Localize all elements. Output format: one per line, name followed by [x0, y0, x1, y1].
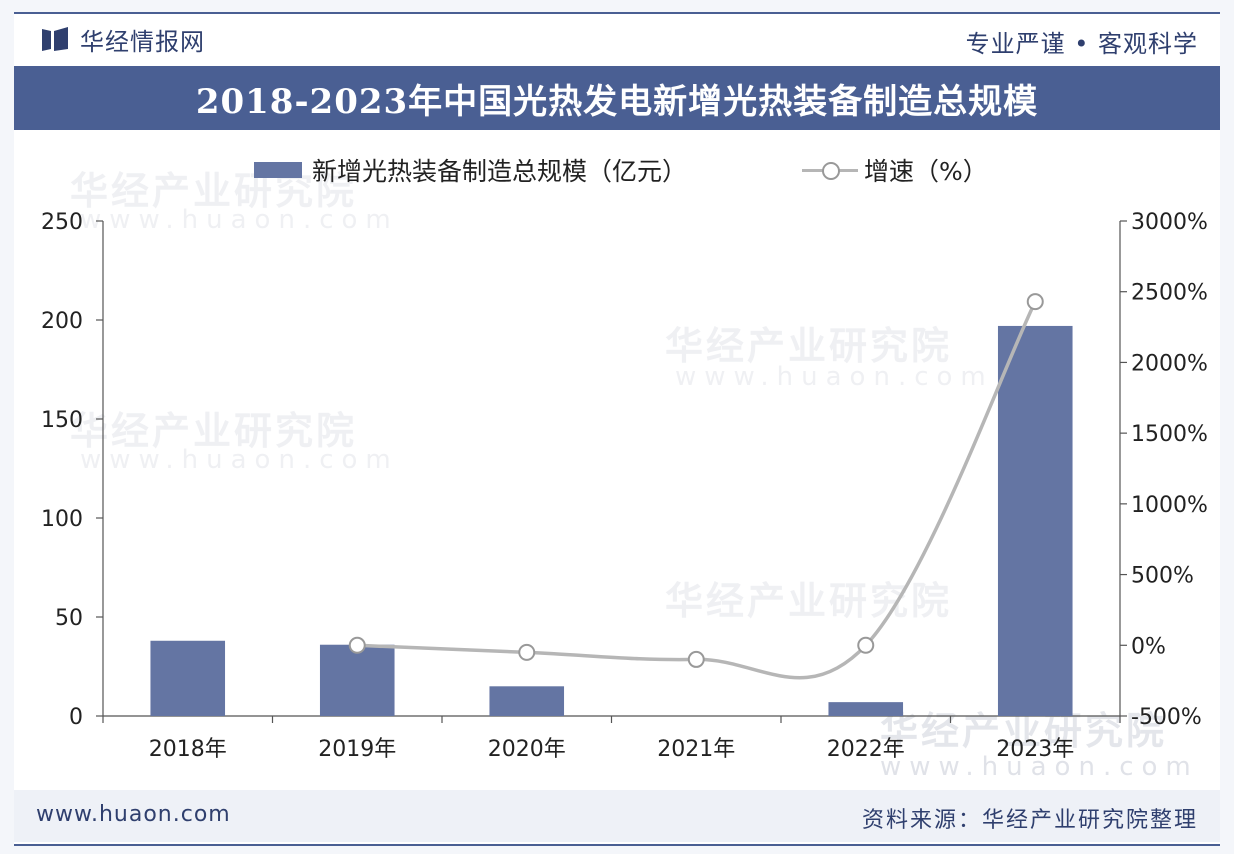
watermark-text: 华经产业研究院: [70, 169, 358, 213]
watermark-text: 华经产业研究院: [70, 409, 358, 453]
legend-line-swatch: [802, 160, 858, 180]
y-right-tick-label: 3000%: [1131, 210, 1208, 235]
watermark-text: 华经产业研究院: [665, 324, 953, 368]
slogan: 专业严谨 • 客观科学: [965, 30, 1198, 58]
y-right-tick-label: 0%: [1131, 634, 1166, 659]
y-right-tick-label: 500%: [1131, 564, 1194, 589]
chart-legend: 新增光热装备制造总规模（亿元） 增速（%）: [0, 152, 1234, 188]
growth-point: [857, 636, 875, 654]
bar-2022年: [828, 702, 904, 716]
y-right-tick-label: 2500%: [1131, 281, 1208, 306]
watermark-url: www.huaon.com: [880, 752, 1199, 782]
legend-line-label: 增速（%）: [864, 157, 988, 186]
growth-point: [348, 636, 366, 654]
bar-2023年: [997, 325, 1073, 716]
legend-bar-swatch: [254, 162, 302, 178]
x-tick-label: 2020年: [488, 737, 566, 762]
x-tick-label: 2023年: [996, 737, 1074, 762]
y-right-tick-label: 2000%: [1131, 351, 1208, 376]
bar-2018年: [150, 640, 226, 716]
watermark-url: www.huaon.com: [80, 205, 399, 235]
title-bar: 2018-2023年中国光热发电新增光热装备制造总规模: [14, 66, 1220, 130]
growth-point: [518, 643, 536, 661]
y-right-tick-label: -500%: [1131, 705, 1202, 730]
footer-source: 资料来源：华经产业研究院整理: [861, 808, 1198, 833]
x-tick-label: 2021年: [657, 737, 735, 762]
chart-title: 2018-2023年中国光热发电新增光热装备制造总规模: [195, 81, 1039, 122]
brand: 华经情报网: [40, 24, 205, 56]
y-left-tick-label: 150: [41, 408, 83, 433]
y-left-tick-label: 250: [41, 210, 83, 235]
bar-2019年: [319, 644, 395, 716]
watermark-url: www.huaon.com: [675, 362, 994, 392]
y-right-tick-label: 1000%: [1131, 493, 1208, 518]
y-left-tick-label: 50: [55, 606, 83, 631]
footer-website[interactable]: www.huaon.com: [36, 802, 231, 827]
footer-bar: [14, 790, 1220, 842]
legend-bar-label: 新增光热装备制造总规模（亿元）: [312, 157, 688, 186]
legend-item-line: 增速（%）: [802, 152, 988, 188]
brand-logo-icon: [40, 25, 70, 53]
growth-line: [357, 300, 1037, 680]
watermark-text: 华经产业研究院: [665, 579, 953, 623]
x-tick-label: 2019年: [318, 737, 396, 762]
x-tick-label: 2018年: [149, 737, 227, 762]
growth-point: [687, 650, 705, 668]
brand-name: 华经情报网: [80, 27, 205, 56]
y-left-tick-label: 200: [41, 309, 83, 334]
y-left-tick-label: 100: [41, 507, 83, 532]
bar-2020年: [489, 686, 565, 716]
watermark-url: www.huaon.com: [80, 445, 399, 475]
legend-item-bar: 新增光热装备制造总规模（亿元）: [254, 152, 687, 188]
x-tick-label: 2022年: [827, 737, 905, 762]
y-right-tick-label: 1500%: [1131, 422, 1208, 447]
growth-point: [1026, 293, 1044, 311]
y-left-tick-label: 0: [69, 705, 83, 730]
